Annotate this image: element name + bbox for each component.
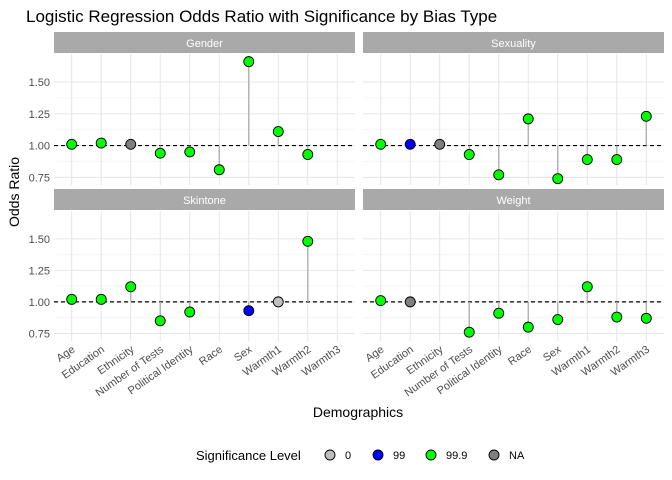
x-axis-title: Demographics <box>313 404 403 420</box>
legend-label: 0 <box>345 450 351 462</box>
y-tick-label: 1.25 <box>29 265 50 277</box>
chart-title: Logistic Regression Odds Ratio with Sign… <box>26 7 497 26</box>
legend: Significance Level 0 99 99.9 NA <box>196 448 525 463</box>
legend-key <box>488 449 500 461</box>
point-weight-race <box>522 321 534 333</box>
point-sexuality-warmth3 <box>640 110 652 122</box>
point-gender-warmth1 <box>272 126 284 138</box>
point-sexuality-race <box>522 113 534 125</box>
point-gender-political-identity <box>184 146 196 158</box>
legend-item-NA: NA <box>488 449 525 462</box>
facet-panels: Gender 0.75 1.00 1.25 1.50 Sexuality Skintone 0… <box>29 32 664 399</box>
point-weight-warmth1 <box>581 281 593 293</box>
legend-item-99-9: 99.9 <box>425 449 467 462</box>
y-tick-label: 1.00 <box>29 297 50 309</box>
point-sexuality-sex <box>552 173 564 185</box>
point-skintone-political-identity <box>184 306 196 318</box>
point-weight-warmth2 <box>611 311 623 323</box>
point-gender-age <box>66 138 78 150</box>
y-tick-label: 1.50 <box>29 234 50 246</box>
point-sexuality-ethnicity <box>434 138 446 150</box>
point-gender-sex <box>243 56 255 68</box>
x-tick-label: Race <box>197 344 225 369</box>
strip-label-sexuality: Sexuality <box>491 38 536 50</box>
point-gender-number-of-tests <box>154 147 166 159</box>
y-tick-label: 1.50 <box>29 77 50 89</box>
point-sexuality-age <box>375 138 387 150</box>
legend-key <box>372 449 384 461</box>
point-weight-warmth3 <box>640 312 652 324</box>
point-skintone-number-of-tests <box>154 315 166 327</box>
legend-item-0: 0 <box>324 449 351 462</box>
point-gender-ethnicity <box>125 138 137 150</box>
point-weight-age <box>375 295 387 307</box>
strip-label-skintone: Skintone <box>183 195 226 207</box>
legend-label: NA <box>509 450 525 462</box>
legend-key <box>324 449 336 461</box>
y-axis-title: Odds Ratio <box>6 157 22 227</box>
y-tick-label: 1.00 <box>29 141 50 153</box>
point-gender-race <box>213 164 225 176</box>
point-skintone-sex <box>243 305 255 317</box>
panel-gender: Gender 0.75 1.00 1.25 1.50 <box>29 32 355 185</box>
point-weight-sex <box>552 314 564 325</box>
legend-item-99: 99 <box>372 449 405 462</box>
point-gender-education <box>95 137 107 149</box>
point-skintone-age <box>66 293 78 305</box>
strip-gender <box>54 32 355 53</box>
strip-weight <box>363 189 664 210</box>
point-weight-political-identity <box>493 307 505 319</box>
legend-label: 99 <box>393 450 405 462</box>
point-weight-education <box>404 296 416 308</box>
y-tick-label: 0.75 <box>29 172 50 184</box>
point-sexuality-number-of-tests <box>463 149 475 160</box>
panel-sexuality: Sexuality <box>363 32 664 185</box>
strip-sexuality <box>363 32 664 53</box>
point-skintone-education <box>95 293 107 305</box>
y-tick-label: 1.25 <box>29 109 50 121</box>
y-tick-label: 0.75 <box>29 328 50 340</box>
x-tick-label: Race <box>506 344 534 369</box>
point-sexuality-warmth1 <box>581 154 593 166</box>
point-gender-warmth2 <box>302 149 314 160</box>
point-sexuality-political-identity <box>493 169 505 181</box>
point-skintone-warmth2 <box>302 235 314 247</box>
panel-skintone: Skintone0.751.001.251.50AgeEducationEthn… <box>29 189 355 399</box>
point-weight-number-of-tests <box>463 326 475 338</box>
strip-skintone <box>54 189 355 210</box>
strip-label-weight: Weight <box>496 195 530 207</box>
point-skintone-warmth1 <box>272 296 284 308</box>
point-skintone-ethnicity <box>125 281 137 293</box>
legend-label: 99.9 <box>446 450 467 462</box>
legend-title: Significance Level <box>196 448 301 463</box>
strip-label-gender: Gender <box>186 38 223 50</box>
legend-key <box>425 449 437 461</box>
point-sexuality-warmth2 <box>611 154 623 166</box>
point-sexuality-education <box>404 138 416 150</box>
